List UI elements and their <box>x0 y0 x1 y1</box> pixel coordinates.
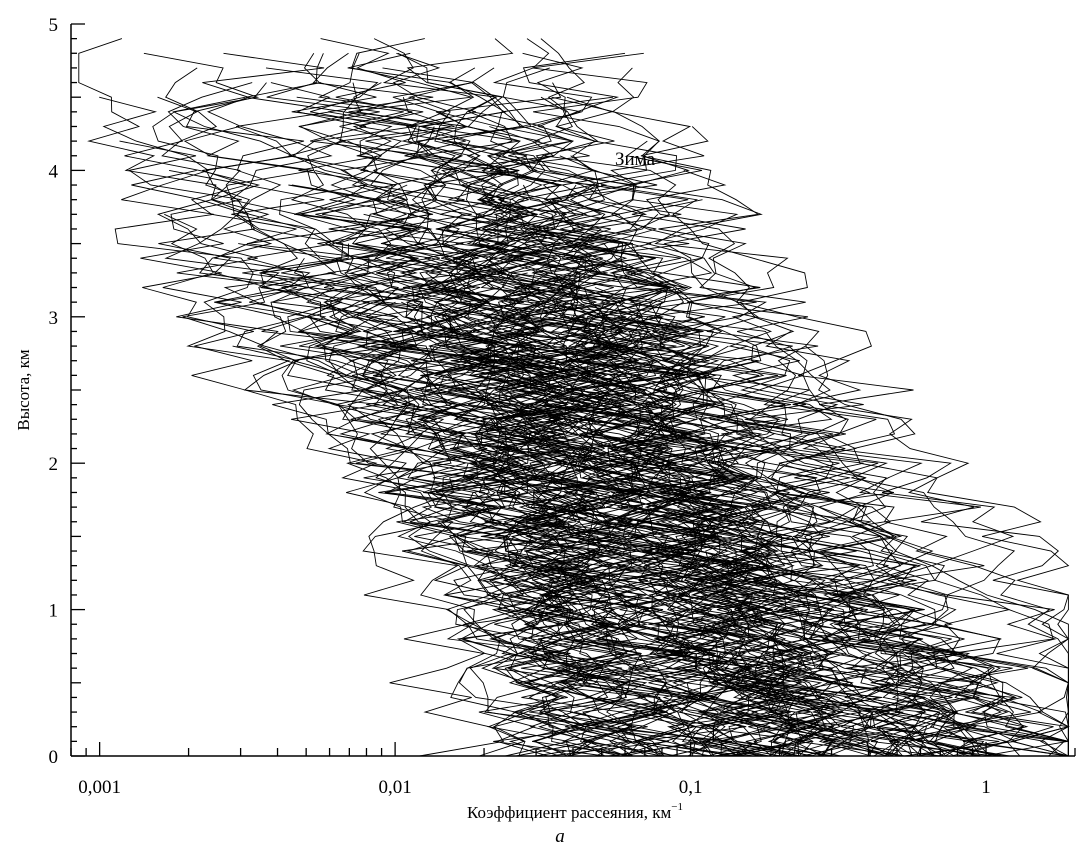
profile-line <box>459 345 692 757</box>
profile-line <box>688 302 964 757</box>
profile-line <box>232 345 766 757</box>
profile-line <box>291 53 577 757</box>
profile-line <box>412 126 676 757</box>
profile-line <box>392 52 888 757</box>
y-ticks: 0 1 2 3 4 5 <box>49 15 85 768</box>
y-tick-label: 5 <box>49 15 59 36</box>
profile-line <box>543 316 823 757</box>
profile-line <box>335 301 753 757</box>
profile-line <box>600 184 1070 756</box>
profile-line <box>535 96 762 757</box>
profile-line <box>161 67 936 757</box>
profile-line <box>260 272 1070 757</box>
profile-line <box>447 140 1024 757</box>
profile-line <box>349 155 578 757</box>
profile-line <box>185 82 811 757</box>
profile-line <box>356 228 740 757</box>
profile-line <box>499 316 652 757</box>
panel-label: а <box>555 826 565 847</box>
profile-line <box>293 257 645 757</box>
profile-line <box>493 199 1069 756</box>
profile-line <box>532 52 772 757</box>
profile-line <box>347 140 1066 757</box>
profile-line <box>119 140 706 757</box>
y-axis-title: Высота, км <box>14 349 33 431</box>
profile-line <box>509 316 1069 757</box>
profile-line <box>497 228 917 757</box>
profile-line <box>202 155 733 757</box>
profile-line <box>434 287 669 757</box>
y-tick-label: 4 <box>49 161 59 182</box>
profile-line <box>265 67 981 757</box>
profile-line <box>451 213 630 757</box>
profile-line <box>562 243 890 757</box>
profile-line <box>492 38 835 757</box>
profile-line <box>564 330 905 757</box>
profile-line <box>652 316 864 757</box>
profile-line <box>360 184 648 757</box>
profile-line <box>624 257 1068 757</box>
profile-line <box>559 155 827 757</box>
profile-line <box>328 257 866 757</box>
profile-line <box>143 52 771 757</box>
y-tick-label: 1 <box>49 601 59 622</box>
profile-line <box>489 126 939 757</box>
profile-line <box>238 243 1008 757</box>
annotation-season: Зима <box>615 149 656 170</box>
profile-line <box>202 52 834 757</box>
profile-line <box>373 38 955 757</box>
y-tick-label: 2 <box>49 454 59 475</box>
x-tick-label: 0,001 <box>78 777 121 798</box>
profile-line <box>321 331 1069 756</box>
profile-line <box>296 96 517 757</box>
profile-line <box>99 96 836 757</box>
profile-line <box>320 38 1062 757</box>
profile-line <box>347 52 1010 757</box>
profile-line <box>447 257 992 757</box>
profile-line <box>246 82 747 757</box>
profile-line <box>373 184 711 757</box>
profile-line <box>551 96 1069 757</box>
profile-line <box>392 82 1069 756</box>
profile-line <box>614 272 843 757</box>
x-axis-title: Коэффициент рассеяния, км−1 <box>467 801 683 822</box>
profile-line <box>437 82 945 757</box>
x-axis-title-text: Коэффициент рассеяния, км <box>467 803 671 822</box>
profile-line <box>531 38 781 757</box>
x-tick-label: 1 <box>981 777 991 798</box>
profile-line <box>124 96 982 757</box>
x-axis-title-unit-exponent: −1 <box>671 801 683 813</box>
profile-line <box>437 155 621 757</box>
x-tick-label: 0,01 <box>378 777 411 798</box>
x-ticks: 0,001 0,01 0,1 1 <box>70 742 1076 798</box>
profile-line <box>500 272 895 757</box>
profile-line <box>472 111 864 757</box>
profile-line <box>645 169 1070 756</box>
profile-line <box>317 53 631 757</box>
profile-line <box>343 82 606 757</box>
profile-line <box>355 243 985 757</box>
profile-line <box>416 257 570 757</box>
profile-line <box>610 67 977 757</box>
y-tick-label: 3 <box>49 308 59 329</box>
profile-line <box>293 169 720 757</box>
x-tick-label: 0,1 <box>679 777 703 798</box>
profile-line <box>451 301 678 757</box>
y-tick-label: 0 <box>49 747 59 768</box>
profile-line <box>467 52 684 757</box>
profile-lines <box>78 38 1070 757</box>
